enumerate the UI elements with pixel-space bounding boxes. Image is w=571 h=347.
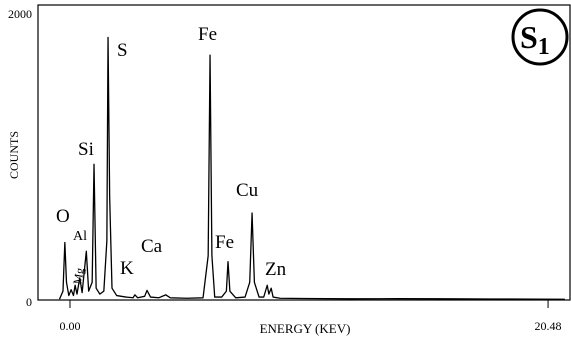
- badge-subscript: 1: [538, 34, 550, 60]
- badge-letter: S: [520, 19, 538, 55]
- peak-label: Si: [78, 139, 94, 160]
- x-axis-label: ENERGY (KEV): [260, 321, 351, 336]
- peak-label: Zn: [265, 259, 287, 280]
- badge-text: S1: [520, 19, 550, 60]
- x-tick-label: 0.00: [59, 319, 80, 333]
- peak-label: S: [117, 40, 128, 61]
- peak-label: Fe: [215, 232, 234, 253]
- peak-label: O: [56, 206, 70, 227]
- peak-labels: O Mg Al Si S K Ca Fe Fe Cu Zn: [56, 24, 287, 286]
- peak-label: Ca: [141, 236, 163, 257]
- y-axis-label: COUNTS: [7, 131, 21, 179]
- spectrum-line: [58, 36, 565, 300]
- peak-label: K: [120, 258, 134, 279]
- peak-label: Cu: [236, 180, 259, 201]
- peak-label: Al: [73, 229, 87, 244]
- x-tick-label: 20.48: [535, 319, 562, 333]
- y-tick-label: 2000: [8, 7, 32, 21]
- peak-label: Fe: [198, 24, 217, 45]
- y-tick-label: 0: [26, 295, 32, 309]
- plot-frame: [37, 4, 571, 301]
- sample-badge: [511, 8, 569, 66]
